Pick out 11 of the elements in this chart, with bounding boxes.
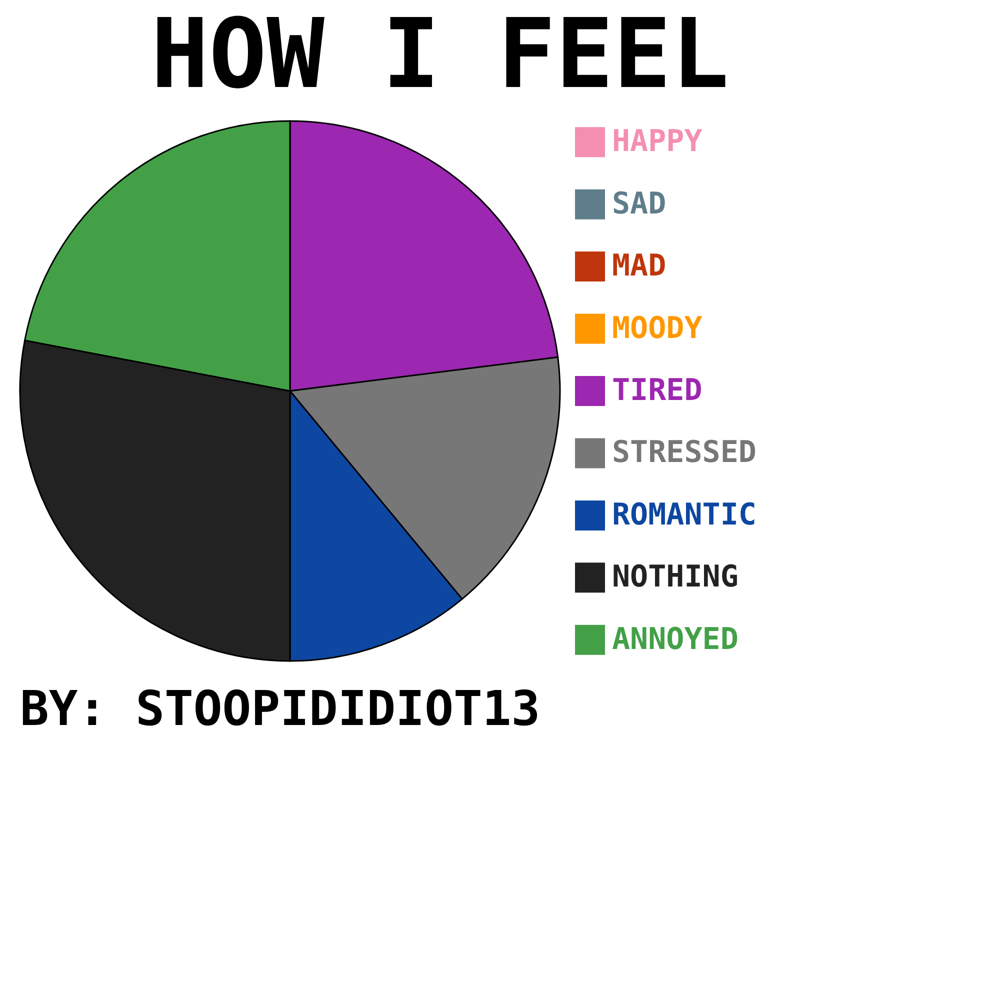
legend-label: STRESSED [612, 435, 756, 470]
legend-label: MAD [612, 248, 666, 284]
legend-label: SAD [612, 186, 666, 222]
legend-label: HAPPY [612, 124, 702, 160]
legend-label: ROMANTIC [612, 497, 756, 532]
text: BY: STOOPIDIDIOT13 [20, 681, 540, 737]
legend-label: MOODY [612, 310, 702, 346]
chart-title: HOW I FEEL [151, 0, 729, 110]
legend-label: NOTHING [612, 560, 738, 595]
legend-label: TIRED [612, 373, 702, 408]
legend-label: ANNOYED [612, 622, 738, 657]
